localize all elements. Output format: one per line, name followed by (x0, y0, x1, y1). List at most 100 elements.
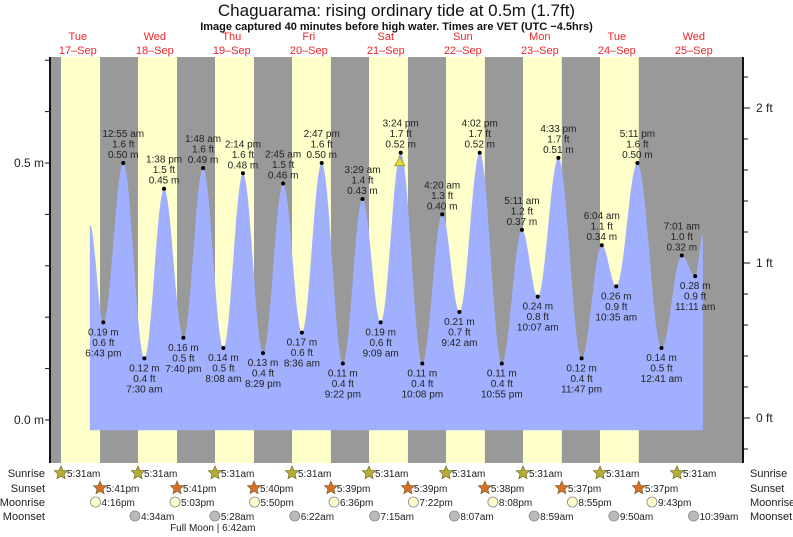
tide-label-time: 11:47 pm (561, 384, 602, 395)
sunrise-icon (669, 465, 685, 480)
day-name: Mon (529, 31, 550, 43)
water-level-area (89, 152, 703, 431)
moonrise-time: 8:55pm (578, 498, 611, 509)
moonset-time: 8:59am (540, 512, 573, 523)
tide-point-high (360, 196, 365, 201)
tide-point-high (599, 243, 604, 248)
tide-label-time: 5:11 pm (620, 129, 655, 140)
sunset-time: 5:41pm (183, 484, 216, 495)
tide-label-ft: 1.0 ft (671, 232, 693, 243)
plot-area (50, 57, 743, 463)
sunset-time: 5:38pm (491, 484, 524, 495)
sunset-time: 5:40pm (260, 484, 293, 495)
tide-label-time: 9:09 am (363, 348, 399, 359)
tide-point-high (556, 155, 561, 160)
tide-label-time: 1:38 pm (146, 155, 182, 166)
tide-label-m: 0.48 m (228, 160, 259, 171)
day-name: Sun (453, 31, 473, 43)
tide-point-low (340, 361, 345, 366)
day-date: 24–Sep (598, 45, 636, 57)
day-name: Tue (608, 31, 627, 43)
tide-label-time: 1:48 am (185, 134, 221, 145)
row-label-left-moonrise: Moonrise (0, 497, 45, 509)
chart-subtitle: Image captured 40 minutes before high wa… (200, 21, 593, 33)
tide-point-high (240, 171, 245, 176)
moonrise-time: 7:22pm (419, 498, 452, 509)
tide-label-m: 0.21 m (444, 317, 475, 328)
day-name: Tue (69, 31, 88, 43)
day-date: 17–Sep (59, 45, 97, 57)
day-date: 23–Sep (521, 45, 559, 57)
sunrise-icon (438, 465, 454, 480)
sunset-icon (554, 480, 570, 495)
tide-label-ft: 1.6 ft (192, 145, 214, 156)
row-label-left-sunset: Sunset (11, 483, 45, 495)
moonrise-icon (169, 496, 181, 508)
tide-label-m: 0.26 m (601, 291, 632, 302)
tide-point-low (579, 356, 584, 361)
tide-label-time: 2:47 pm (304, 129, 340, 140)
right-tick-label: 2 ft (756, 101, 773, 115)
tide-label-ft: 1.3 ft (431, 191, 453, 202)
moonset-time: 6:22am (301, 512, 334, 523)
tide-label-m: 0.11 m (487, 368, 517, 379)
tide-label-ft: 1.6 ft (311, 140, 333, 151)
tide-label-time: 12:55 am (102, 129, 144, 140)
tide-label-time: 9:22 pm (325, 389, 361, 400)
tide-label-time: 8:29 pm (245, 379, 281, 390)
sunset-time: 5:39pm (414, 484, 447, 495)
day-date: 22–Sep (444, 45, 482, 57)
tide-label-m: 0.19 m (88, 327, 119, 338)
tide-point-high (319, 161, 324, 165)
tide-label-time: 8:36 am (284, 359, 320, 370)
tide-label-m: 0.52 m (464, 140, 495, 151)
tide-label-m: 0.32 m (667, 243, 698, 254)
sunset-icon (92, 480, 108, 495)
left-tick-label: 0.0 m (14, 413, 44, 427)
tide-label-time: 9:42 am (441, 338, 477, 349)
tide-point-low (142, 356, 147, 361)
tide-point-low (378, 320, 383, 325)
moonset-time: 10:39am (699, 512, 738, 523)
right-tick-label: 1 ft (756, 256, 773, 270)
tide-point-low (614, 284, 619, 289)
tide-label-time: 11:11 am (675, 302, 715, 313)
tide-label-m: 0.16 m (168, 343, 199, 354)
tide-label-time: 6:43 pm (85, 348, 121, 359)
tide-label-time: 2:14 pm (225, 139, 261, 150)
tide-label-time: 6:04 am (584, 211, 620, 222)
sunrise-icon (207, 465, 223, 480)
sunrise-icon (130, 465, 146, 480)
moonset-time: 8:07am (460, 512, 493, 523)
tide-label-ft: 0.7 ft (448, 328, 470, 339)
tide-label-time: 4:33 pm (540, 124, 576, 135)
tide-label-ft: 0.6 ft (92, 338, 114, 349)
day-name: Wed (144, 31, 166, 43)
tide-point-high (519, 227, 524, 232)
tide-label-m: 0.13 m (248, 358, 279, 369)
tide-label-time: 7:40 pm (165, 364, 201, 375)
tide-label-m: 0.12 m (129, 363, 160, 374)
tide-label-ft: 1.7 ft (547, 134, 569, 145)
tide-label-m: 0.46 m (268, 171, 299, 182)
moonrise-icon (408, 496, 419, 508)
tide-label-m: 0.17 m (287, 338, 318, 349)
tide-label-time: 12:41 am (641, 374, 683, 385)
row-label-right-moonset: Moonset (750, 511, 792, 523)
tide-label-m: 0.50 m (306, 150, 337, 161)
sunrise-icon (361, 465, 377, 480)
moonrise-time: 4:16pm (101, 498, 134, 509)
moonrise-time: 5:50pm (261, 498, 294, 509)
tide-label-time: 10:55 pm (481, 389, 523, 400)
sunrise-time: 5:31am (606, 469, 639, 480)
moonrise-icon (249, 496, 260, 508)
tide-label-m: 0.52 m (385, 140, 416, 151)
moonset-icon (209, 510, 221, 522)
tide-label-time: 10:35 am (595, 312, 637, 323)
tide-point-low (420, 361, 425, 366)
sunset-time: 5:37pm (645, 484, 678, 495)
tide-point-low (181, 335, 186, 340)
chart-title: Chaguarama: rising ordinary tide at 0.5m… (217, 1, 576, 20)
tide-label-ft: 0.5 ft (172, 353, 194, 364)
moonrise-time: 5:03pm (181, 498, 214, 509)
